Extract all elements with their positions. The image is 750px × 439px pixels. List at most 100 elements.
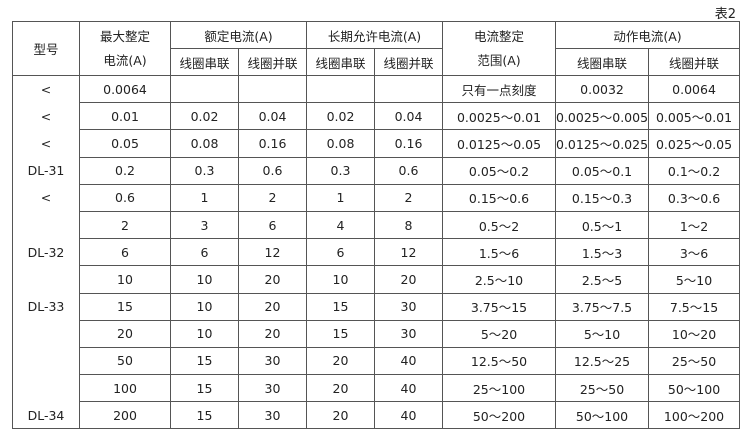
header-op-series: 线圈串联: [554, 48, 650, 76]
cell-long-parallel: 12: [374, 238, 443, 267]
cell-setting-range: 0.0025～0.01: [442, 102, 556, 131]
cell-long-parallel: 0.04: [374, 102, 443, 131]
cell-rated-series: 15: [170, 374, 239, 403]
cell-rated-parallel: 0.04: [238, 102, 307, 131]
cell-long-series: 20: [306, 346, 375, 376]
cell-max-current: 15: [79, 292, 171, 321]
cell-max-current: 6: [79, 238, 171, 267]
cell-rated-parallel: 30: [238, 346, 307, 376]
cell-setting-range: 0.0125～0.05: [442, 129, 556, 158]
cell-rated-series: 10: [170, 292, 239, 321]
cell-op-parallel: 3～6: [648, 238, 741, 267]
table-row: 2 3 6 4 8 0.5～2 0.5～1 1～2: [12, 210, 741, 240]
cell-long-parallel: [374, 74, 443, 104]
cell-op-series: 0.05～0.1: [554, 156, 650, 185]
cell-rated-series: 15: [170, 401, 239, 430]
table-row: DL-31 0.2 0.3 0.6 0.3 0.6 0.05～0.2 0.05～0.1 0.1～…: [12, 156, 741, 185]
cell-max-current: 200: [79, 401, 171, 430]
cell-long-series: 20: [306, 401, 375, 430]
cell-rated-parallel: 12: [238, 238, 307, 267]
cell-rated-parallel: 20: [238, 265, 307, 294]
header-row-2: 线圈串联 线圈并联 线圈串联 线圈并联 线圈串联 线圈并联: [13, 48, 741, 76]
cell-rated-series: 0.08: [170, 129, 239, 158]
cell-rated-parallel: 20: [238, 319, 307, 348]
header-max-current-line1: 最大整定: [99, 28, 150, 44]
cell-model: <: [12, 75, 80, 103]
cell-op-parallel: 0.025～0.05: [648, 129, 741, 158]
cell-setting-range: 0.5～2: [442, 210, 556, 240]
cell-long-series: 0.3: [306, 156, 375, 185]
cell-rated-parallel: 6: [238, 210, 307, 240]
cell-rated-series: 0.02: [170, 102, 239, 131]
cell-rated-series: 0.3: [170, 156, 239, 185]
cell-model: DL-31: [12, 157, 80, 185]
cell-op-series: 0.0125～0.025: [554, 129, 650, 158]
cell-rated-series: [170, 74, 239, 104]
cell-model: [12, 265, 80, 293]
header-max-current: 最大整定 电流(A): [79, 21, 171, 76]
cell-long-series: 0.08: [306, 129, 375, 158]
cell-setting-range: 25～100: [442, 374, 556, 403]
cell-long-parallel: 40: [374, 401, 443, 430]
cell-rated-parallel: [238, 74, 307, 104]
cell-op-series: 0.15～0.3: [554, 183, 650, 212]
cell-setting-range: 12.5～50: [442, 346, 556, 376]
cell-rated-parallel: 0.16: [238, 129, 307, 158]
cell-long-series: 15: [306, 292, 375, 321]
header-rated-current: 额定电流(A): [170, 21, 307, 49]
cell-op-series: 25～50: [554, 374, 650, 403]
cell-op-parallel: 25～50: [648, 346, 741, 376]
cell-setting-range: 2.5～10: [442, 265, 556, 294]
cell-op-parallel: 0.005～0.01: [648, 102, 741, 131]
cell-model: DL-34: [12, 401, 80, 430]
cell-rated-series: 10: [170, 265, 239, 294]
table-row: 50 15 30 20 40 12.5～50 12.5～25 25～50: [12, 346, 741, 376]
header-setting-range-line1: 电流整定: [473, 28, 524, 44]
relay-spec-table: 型号 最大整定 电流(A) 额定电流(A) 长期允许电流(A) 电流整定 范围(…: [12, 21, 741, 430]
cell-max-current: 100: [79, 374, 171, 403]
cell-op-series: 1.5～3: [554, 238, 650, 267]
header-rated-series: 线圈串联: [170, 48, 239, 76]
cell-rated-series: 1: [170, 183, 239, 212]
cell-max-current: 2: [79, 210, 171, 240]
cell-long-series: 15: [306, 319, 375, 348]
header-setting-range-line2: 范围(A): [477, 52, 521, 68]
cell-long-parallel: 40: [374, 374, 443, 403]
cell-op-series: 0.0025～0.005: [554, 102, 650, 131]
header-op-parallel: 线圈并联: [648, 48, 741, 76]
table-row: 10 10 20 10 20 2.5～10 2.5～5 5～10: [12, 265, 741, 294]
header-operating-current: 动作电流(A): [554, 21, 741, 49]
cell-rated-parallel: 2: [238, 183, 307, 212]
cell-model: DL-32: [12, 238, 80, 266]
cell-model: <: [12, 184, 80, 212]
cell-long-parallel: 30: [374, 319, 443, 348]
cell-max-current: 50: [79, 346, 171, 376]
cell-max-current: 0.0064: [79, 74, 171, 104]
cell-long-series: [306, 74, 375, 104]
cell-rated-parallel: 20: [238, 292, 307, 321]
cell-model: <: [12, 102, 80, 130]
cell-model: [12, 211, 80, 239]
table-caption: 表2: [714, 7, 736, 22]
table-row: 20 10 20 15 30 5～20 5～10 10～20: [12, 319, 741, 348]
table-row: DL-34 200 15 30 20 40 50～200 50～100 100～200: [12, 401, 741, 430]
cell-long-series: 6: [306, 238, 375, 267]
cell-setting-range: 1.5～6: [442, 238, 556, 267]
table-row: <0.01 0.02 0.04 0.02 0.04 0.0025～0.01 0.0025～0…: [12, 102, 741, 131]
cell-long-parallel: 40: [374, 346, 443, 376]
cell-rated-series: 6: [170, 238, 239, 267]
table-row: 100 15 30 20 40 25～100 25～50 50～100: [12, 374, 741, 403]
cell-setting-range: 3.75～15: [442, 292, 556, 321]
cell-max-current: 20: [79, 319, 171, 348]
cell-max-current: 0.2: [79, 156, 171, 185]
cell-op-parallel: 10～20: [648, 319, 741, 348]
table-row: <0.6 1 2 1 2 0.15～0.6 0.15～0.3 0.3～0.6: [12, 183, 741, 212]
cell-op-series: 3.75～7.5: [554, 292, 650, 321]
cell-rated-parallel: 30: [238, 401, 307, 430]
cell-long-series: 0.02: [306, 102, 375, 131]
cell-model: DL-33: [12, 293, 80, 321]
cell-setting-range: 5～20: [442, 319, 556, 348]
cell-setting-range: 50～200: [442, 401, 556, 430]
table-row: <0.0064 只有一点刻度 0.0032 0.0064: [12, 74, 741, 104]
cell-model: [12, 374, 80, 402]
